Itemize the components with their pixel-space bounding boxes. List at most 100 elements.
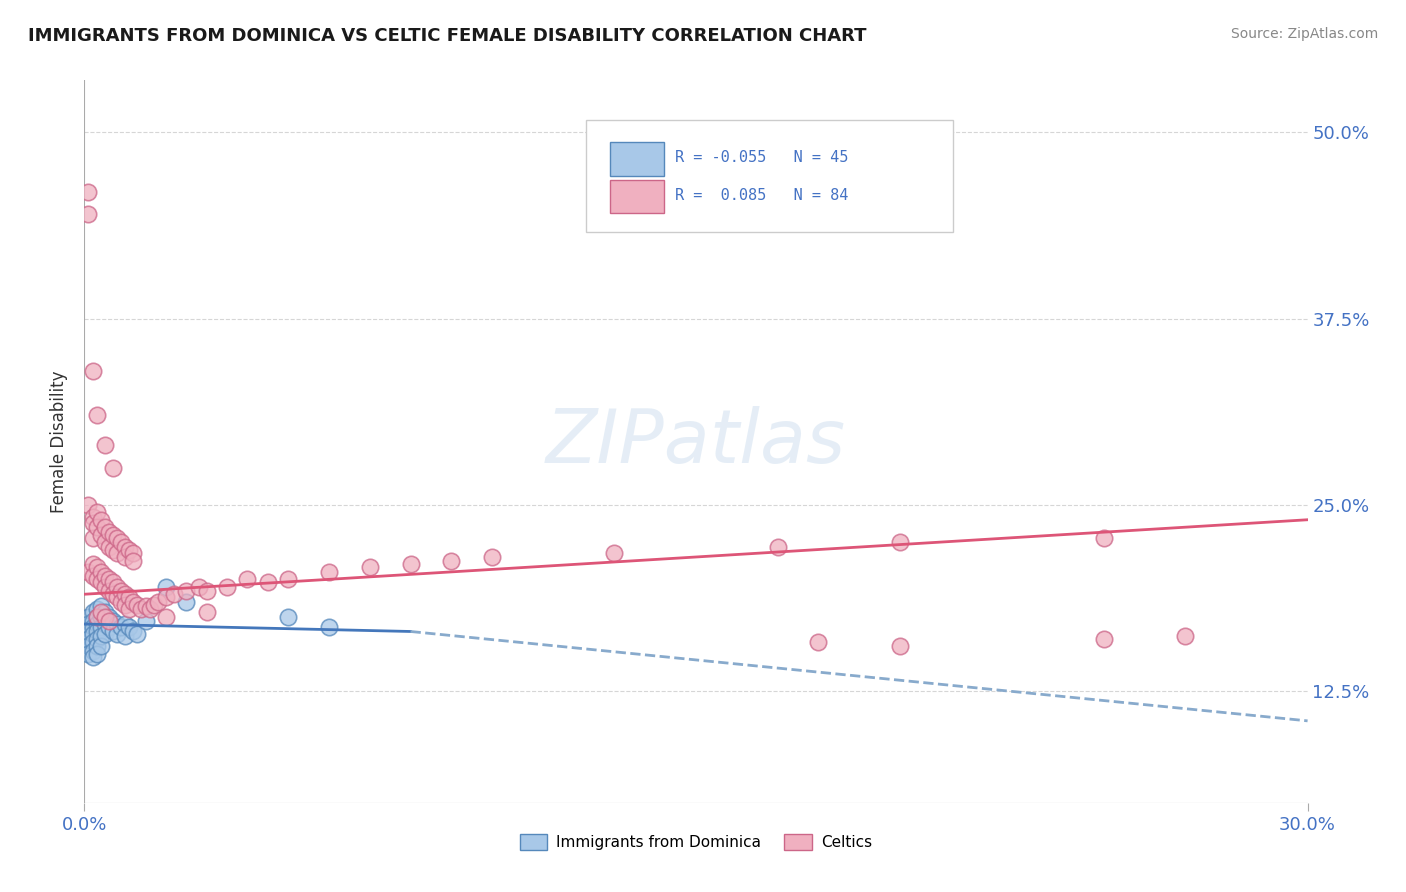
Point: [114, 598, 136, 612]
Point: [86, 617, 108, 632]
Point: [163, 587, 186, 601]
Point: [1092, 531, 1115, 545]
Text: R = -0.055   N = 45: R = -0.055 N = 45: [675, 150, 849, 165]
Point: [195, 605, 218, 619]
Point: [77, 565, 100, 579]
Point: [90, 599, 112, 614]
Point: [97, 609, 120, 624]
Point: [118, 542, 141, 557]
Point: [93, 580, 115, 594]
Point: [82, 627, 104, 641]
Point: [101, 614, 124, 628]
Point: [86, 624, 108, 639]
Point: [122, 624, 145, 639]
Point: [135, 614, 157, 628]
FancyBboxPatch shape: [610, 143, 664, 176]
Point: [105, 580, 128, 594]
Point: [97, 584, 120, 599]
Point: [86, 609, 108, 624]
Point: [82, 531, 104, 545]
Point: [257, 575, 280, 590]
Y-axis label: Female Disability: Female Disability: [51, 370, 69, 513]
Point: [440, 554, 463, 568]
FancyBboxPatch shape: [610, 180, 664, 213]
Point: [174, 584, 197, 599]
Point: [93, 438, 115, 452]
Point: [105, 617, 128, 632]
Point: [82, 509, 104, 524]
Point: [86, 647, 108, 661]
Point: [82, 614, 104, 628]
Point: [127, 598, 149, 612]
Point: [93, 520, 115, 534]
Point: [77, 632, 100, 646]
Point: [138, 602, 160, 616]
Point: [77, 640, 100, 654]
Point: [86, 602, 108, 616]
Point: [118, 620, 141, 634]
Point: [82, 635, 104, 649]
Point: [110, 595, 132, 609]
Point: [90, 605, 112, 619]
Point: [105, 591, 128, 605]
Text: IMMIGRANTS FROM DOMINICA VS CELTIC FEMALE DISABILITY CORRELATION CHART: IMMIGRANTS FROM DOMINICA VS CELTIC FEMAL…: [28, 27, 866, 45]
Point: [101, 624, 124, 639]
Point: [93, 617, 115, 632]
Point: [889, 535, 911, 549]
Point: [77, 617, 100, 632]
Point: [195, 584, 218, 599]
Point: [90, 527, 112, 541]
Text: Source: ZipAtlas.com: Source: ZipAtlas.com: [1230, 27, 1378, 41]
Point: [114, 549, 136, 564]
Point: [93, 627, 115, 641]
Point: [187, 580, 209, 594]
Point: [86, 505, 108, 519]
Point: [142, 598, 165, 612]
Point: [90, 565, 112, 579]
Point: [97, 540, 120, 554]
Point: [146, 595, 169, 609]
Point: [93, 535, 115, 549]
Point: [101, 527, 124, 541]
Point: [86, 572, 108, 586]
FancyBboxPatch shape: [586, 120, 953, 232]
Point: [93, 605, 115, 619]
Point: [90, 640, 112, 654]
Point: [82, 364, 104, 378]
Point: [77, 647, 100, 661]
Point: [82, 620, 104, 634]
Point: [97, 614, 120, 628]
Point: [93, 609, 115, 624]
Point: [82, 605, 104, 619]
Point: [277, 609, 299, 624]
Point: [155, 580, 177, 594]
Point: [105, 545, 128, 559]
Point: [82, 649, 104, 664]
Point: [399, 558, 422, 572]
Point: [82, 644, 104, 658]
Point: [86, 520, 108, 534]
Point: [110, 584, 132, 599]
Point: [77, 624, 100, 639]
Point: [155, 609, 177, 624]
Legend: Immigrants from Dominica, Celtics: Immigrants from Dominica, Celtics: [513, 829, 879, 856]
Point: [86, 560, 108, 574]
Point: [105, 627, 128, 641]
Point: [82, 558, 104, 572]
Point: [359, 560, 381, 574]
Point: [77, 498, 100, 512]
Point: [101, 587, 124, 601]
Point: [155, 591, 177, 605]
Point: [114, 540, 136, 554]
Point: [603, 545, 626, 559]
Point: [236, 572, 259, 586]
Point: [77, 207, 100, 221]
Point: [86, 609, 108, 624]
Point: [90, 575, 112, 590]
Point: [766, 540, 789, 554]
Point: [110, 620, 132, 634]
Point: [82, 516, 104, 530]
Text: R =  0.085   N = 84: R = 0.085 N = 84: [675, 188, 849, 203]
Point: [127, 627, 149, 641]
Point: [101, 460, 124, 475]
